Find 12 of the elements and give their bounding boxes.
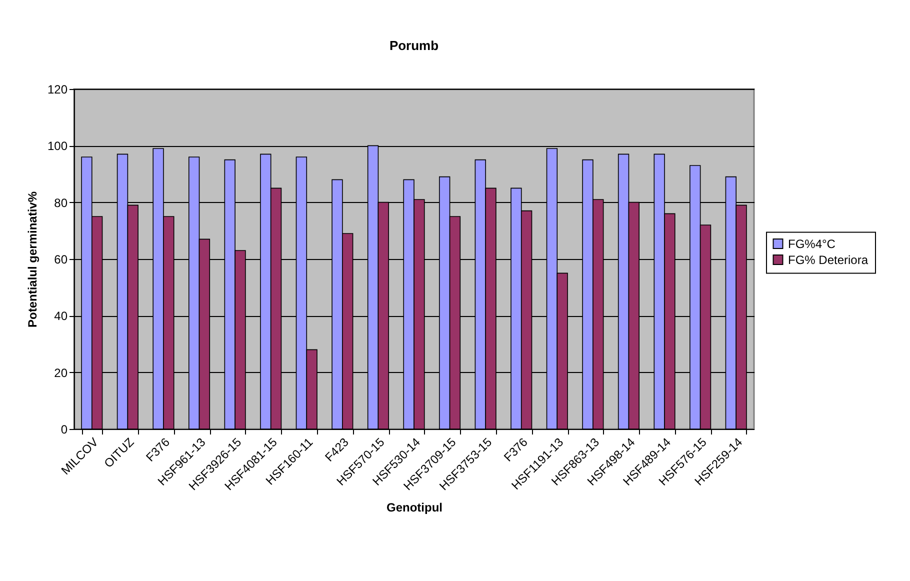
y-tick-label: 0: [60, 422, 68, 436]
y-tick-label: 100: [47, 139, 68, 154]
y-tick-label: 40: [54, 309, 68, 324]
x-axis-title: Genotipul: [386, 500, 442, 514]
y-tick-label: 20: [54, 366, 68, 380]
chart-title: Porumb: [389, 38, 439, 53]
y-tick-label: 60: [54, 252, 68, 266]
y-tick-label: 80: [54, 196, 68, 210]
legend-label: FG%4°C: [788, 236, 836, 251]
y-axis-title: Potentialul germinativ%: [25, 191, 40, 328]
y-tick-label: 120: [47, 82, 68, 96]
legend-label: FG% Deteriora: [788, 252, 868, 267]
